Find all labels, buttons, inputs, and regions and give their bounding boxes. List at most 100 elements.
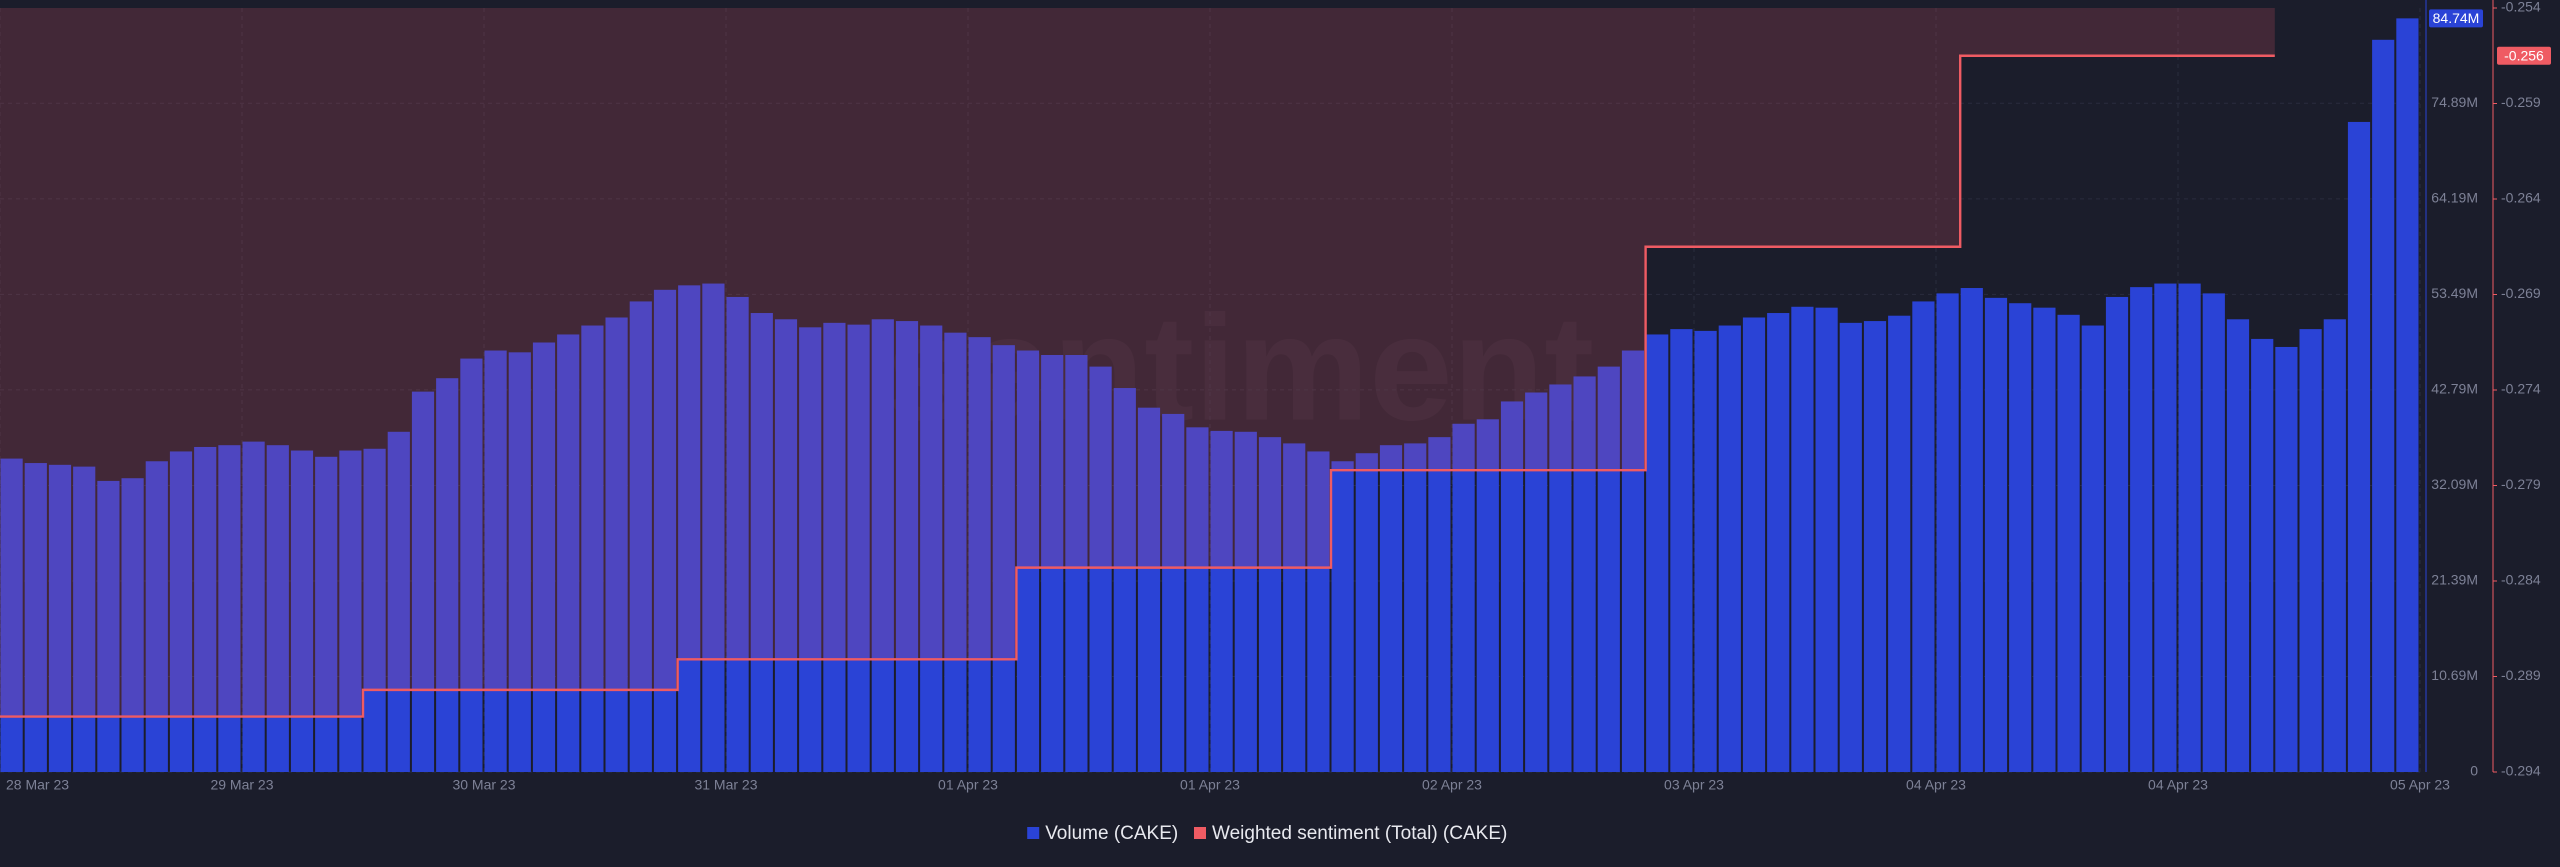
- bar: [218, 445, 241, 772]
- y-tick-label: 32.09M: [2431, 476, 2478, 492]
- bar: [1331, 461, 1354, 772]
- bar: [1815, 307, 1838, 772]
- bar: [145, 461, 168, 772]
- bar: [339, 450, 362, 772]
- bar: [1428, 437, 1451, 772]
- x-tick-label: 04 Apr 23: [2148, 777, 2208, 793]
- bar: [1404, 443, 1427, 772]
- y2-tick-label: -0.264: [2501, 190, 2541, 206]
- y2-tick-label: -0.279: [2501, 476, 2541, 492]
- bar: [581, 325, 604, 772]
- bar: [1186, 427, 1209, 772]
- bar: [1113, 388, 1136, 772]
- bar: [1258, 437, 1282, 772]
- bar: [629, 301, 652, 772]
- bar: [0, 458, 23, 772]
- bar: [1355, 453, 1378, 772]
- bar: [2178, 283, 2201, 772]
- bar: [484, 350, 507, 772]
- bar: [387, 431, 410, 772]
- y-tick-label: 53.49M: [2431, 285, 2478, 301]
- sentiment-line: [0, 54, 2275, 718]
- bar: [653, 289, 677, 772]
- bar: [1863, 321, 1887, 772]
- bar: [1888, 315, 1911, 772]
- bar: [2226, 319, 2250, 772]
- bar: [726, 296, 749, 772]
- bar: [2033, 307, 2056, 772]
- bar: [1500, 401, 1524, 772]
- y2-tick-label: -0.254: [2501, 0, 2541, 15]
- bar: [2347, 121, 2371, 773]
- x-tick-label: 01 Apr 23: [1180, 777, 1240, 793]
- bar: [799, 327, 822, 772]
- bar: [2323, 319, 2346, 772]
- bar: [2154, 283, 2177, 772]
- bar: [1162, 413, 1185, 772]
- legend-label: Weighted sentiment (Total) (CAKE): [1212, 823, 1507, 844]
- y-tick-label: 42.79M: [2431, 381, 2478, 397]
- bar: [315, 456, 338, 772]
- y-tick-label: 64.19M: [2431, 190, 2478, 206]
- bar: [1573, 376, 1596, 772]
- y2-tick-label: -0.294: [2501, 763, 2541, 779]
- value-badge: [2497, 46, 2551, 65]
- bar: [1621, 350, 1645, 772]
- legend-label: Volume (CAKE): [1045, 823, 1178, 844]
- bar: [1234, 431, 1257, 772]
- bar: [532, 342, 556, 772]
- legend-swatch: [1194, 827, 1206, 839]
- bar: [1476, 419, 1499, 772]
- y2-tick-label: -0.259: [2501, 94, 2541, 110]
- bar: [944, 332, 967, 772]
- bar: [1670, 329, 1693, 772]
- x-tick-label: 28 Mar 23: [6, 777, 69, 793]
- bar: [2299, 329, 2322, 772]
- bar: [97, 480, 120, 772]
- value-badge: [2429, 9, 2483, 28]
- bar: [2009, 303, 2032, 772]
- value-badge-label: 84.74M: [2433, 10, 2480, 26]
- y-tick-label: 74.89M: [2431, 94, 2478, 110]
- bar: [1646, 334, 1669, 772]
- bar: [1718, 325, 1741, 772]
- x-tick-label: 31 Mar 23: [694, 777, 757, 793]
- bar: [1379, 445, 1403, 772]
- bar: [363, 448, 386, 772]
- bar: [121, 478, 144, 772]
- bar: [411, 391, 435, 772]
- bar: [1694, 330, 1717, 772]
- x-tick-label: 29 Mar 23: [210, 777, 273, 793]
- bar: [2396, 18, 2419, 773]
- bar: [508, 352, 531, 772]
- y-tick-label: 21.39M: [2431, 572, 2478, 588]
- bar: [2057, 314, 2080, 772]
- bar: [1597, 366, 1620, 772]
- y2-tick-label: -0.274: [2501, 381, 2541, 397]
- bar: [2105, 296, 2129, 772]
- bar: [1525, 392, 1548, 772]
- x-tick-label: 02 Apr 23: [1422, 777, 1482, 793]
- bar: [2202, 293, 2225, 772]
- y-tick-label: 10.69M: [2431, 667, 2478, 683]
- bar: [2081, 325, 2104, 772]
- bar: [1912, 301, 1935, 772]
- bar: [2275, 346, 2298, 772]
- volume-bars: [0, 18, 2419, 773]
- y2-tick-label: -0.289: [2501, 667, 2541, 683]
- bar: [992, 345, 1015, 772]
- bar: [1452, 423, 1475, 772]
- bar: [2251, 338, 2274, 772]
- bar: [48, 464, 72, 772]
- bar: [1839, 322, 1862, 772]
- bar: [1984, 297, 2008, 772]
- bar: [266, 445, 289, 772]
- bar: [557, 334, 580, 772]
- bar: [1742, 317, 1766, 772]
- y-tick-label: 0: [2470, 763, 2478, 779]
- bar: [750, 313, 773, 772]
- bar: [678, 285, 701, 772]
- y2-tick-label: -0.284: [2501, 572, 2541, 588]
